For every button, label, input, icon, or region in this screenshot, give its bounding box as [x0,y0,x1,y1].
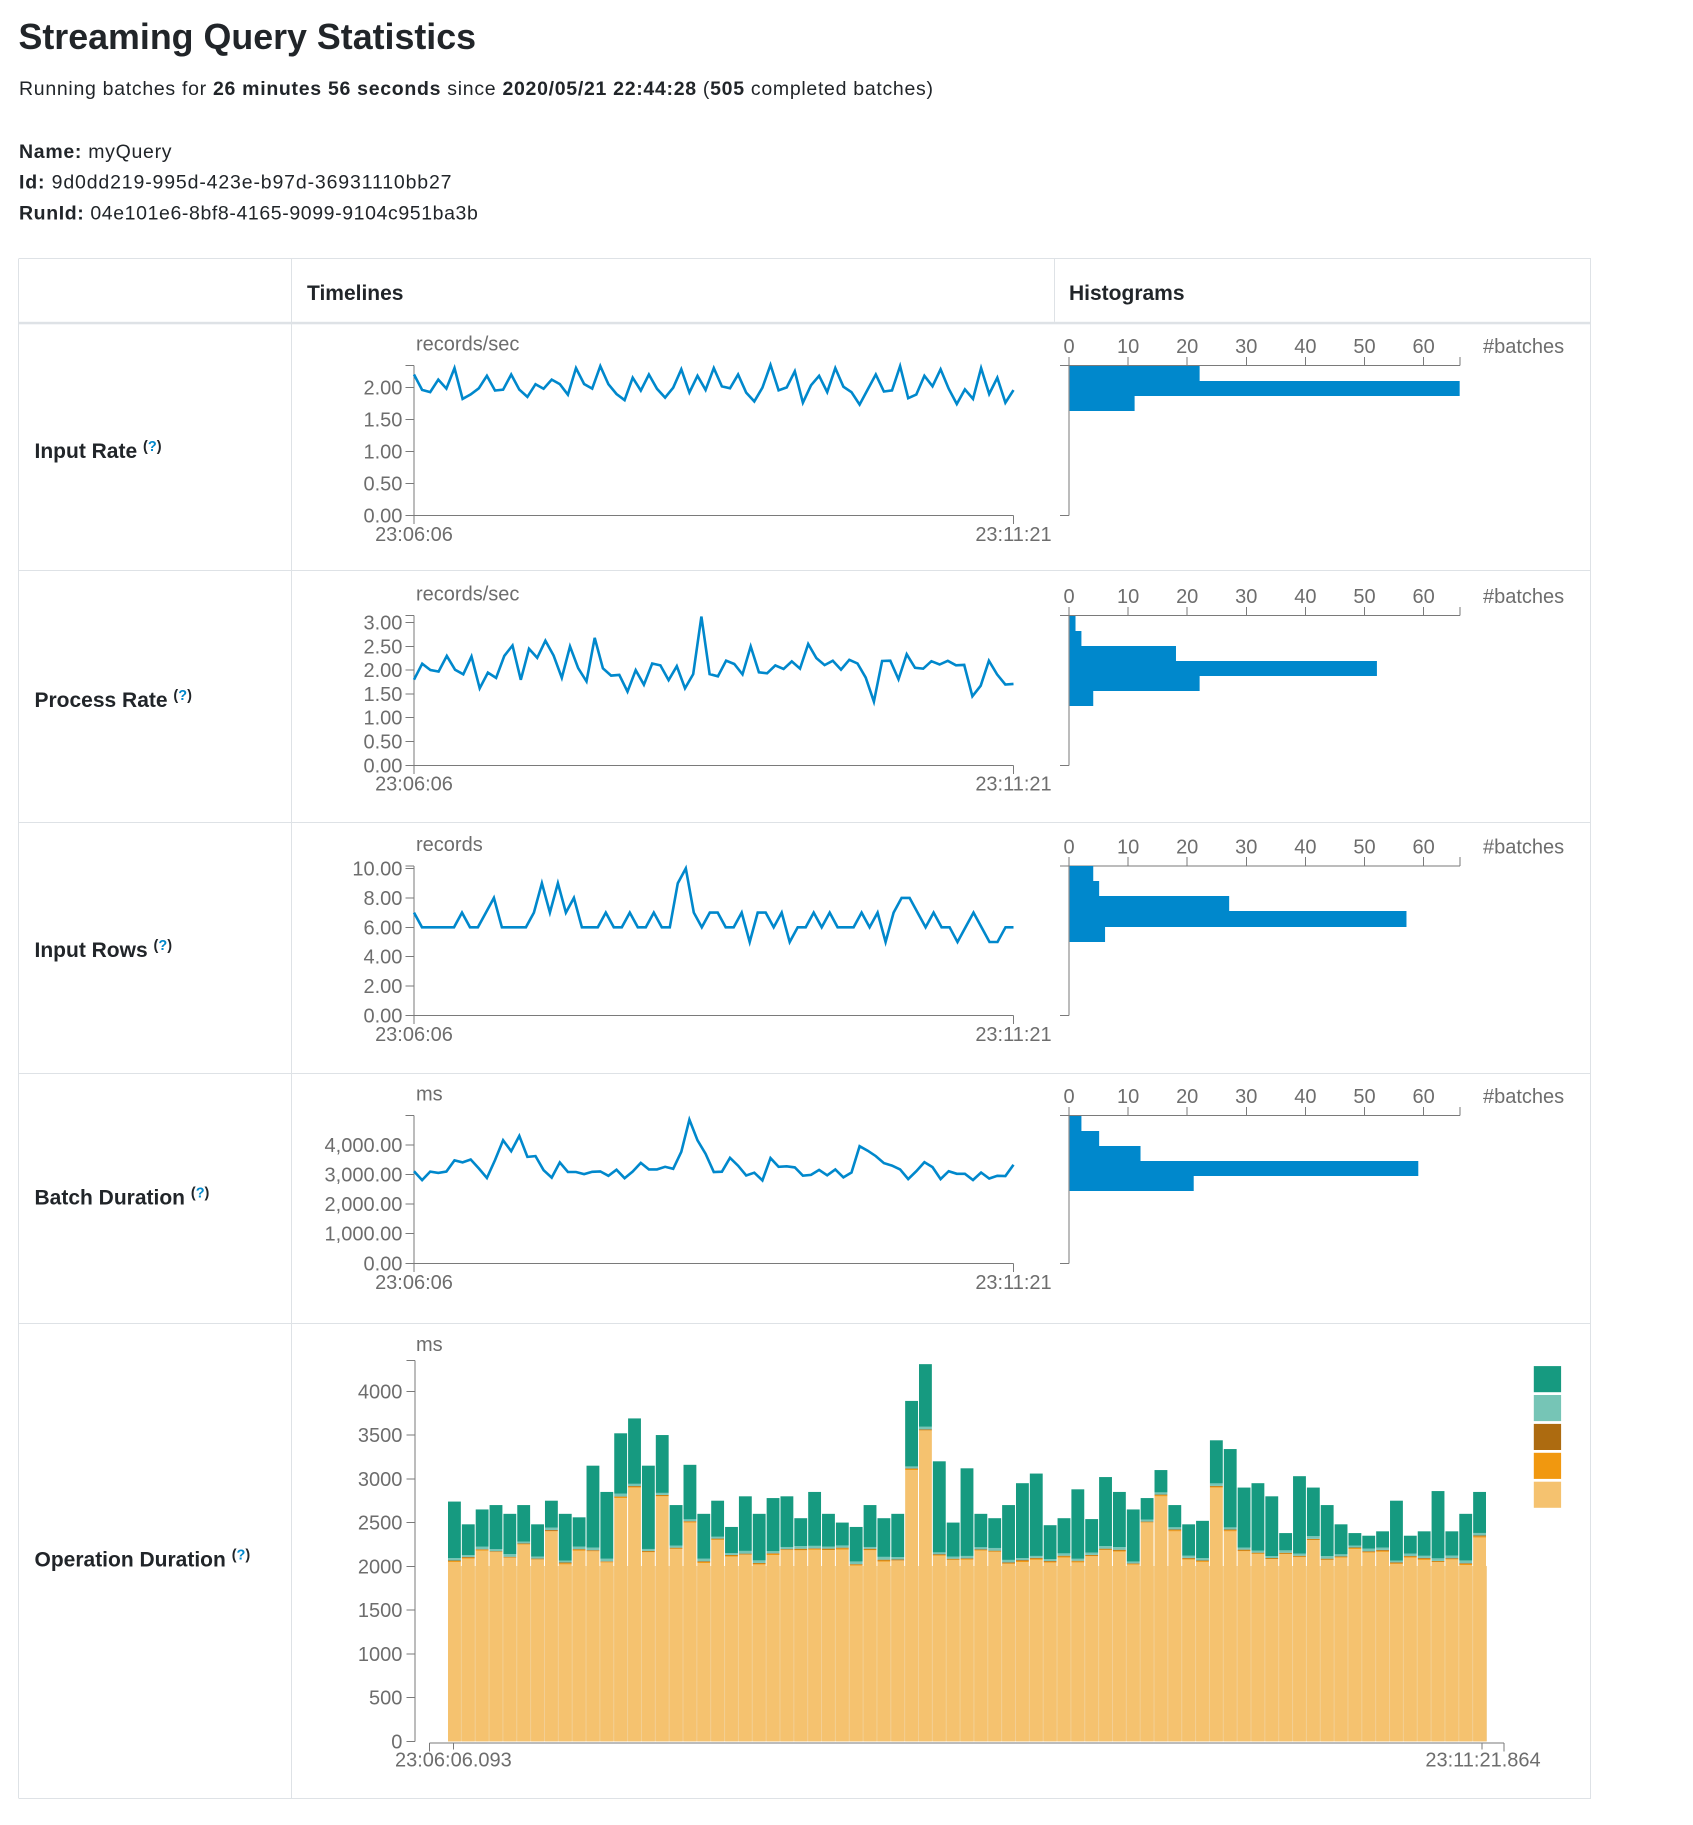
svg-text:Process Rate (?): Process Rate (?) [35,688,193,712]
svg-text:23:06:06.093: 23:06:06.093 [395,1749,512,1771]
svg-text:20: 20 [1176,836,1198,858]
svg-text:1500: 1500 [358,1600,403,1622]
svg-text:Histograms: Histograms [1069,282,1185,305]
svg-text:30: 30 [1235,1086,1257,1108]
svg-text:3.00: 3.00 [363,613,402,635]
svg-text:#batches: #batches [1483,836,1564,858]
svg-text:6.00: 6.00 [363,917,402,939]
svg-text:20: 20 [1176,1086,1198,1108]
svg-text:40: 40 [1294,1086,1316,1108]
svg-text:40: 40 [1294,336,1316,358]
svg-text:Operation Duration (?): Operation Duration (?) [35,1547,251,1571]
svg-text:8.00: 8.00 [363,888,402,910]
svg-text:Input Rate (?): Input Rate (?) [35,439,162,463]
svg-text:3500: 3500 [358,1425,403,1447]
svg-text:RunId: 04e101e6-8bf8-4165-9099: RunId: 04e101e6-8bf8-4165-9099-9104c951b… [19,203,478,225]
svg-text:#batches: #batches [1483,1086,1564,1108]
svg-text:10.00: 10.00 [352,858,402,880]
svg-text:60: 60 [1412,586,1434,608]
svg-text:23:11:21: 23:11:21 [975,1272,1051,1294]
svg-text:Input Rows (?): Input Rows (?) [35,938,173,962]
svg-text:30: 30 [1235,836,1257,858]
svg-text:2,000.00: 2,000.00 [325,1194,403,1216]
svg-text:20: 20 [1176,586,1198,608]
svg-text:3,000.00: 3,000.00 [325,1164,403,1186]
svg-text:1000: 1000 [358,1644,403,1666]
svg-text:ms: ms [416,1334,443,1356]
svg-text:records: records [416,834,483,856]
svg-text:0.50: 0.50 [363,732,402,754]
svg-text:records/sec: records/sec [416,334,519,356]
svg-text:500: 500 [369,1688,402,1710]
svg-text:0: 0 [1063,586,1074,608]
svg-text:50: 50 [1353,1086,1375,1108]
svg-text:23:06:06: 23:06:06 [375,774,453,796]
svg-text:Batch Duration (?): Batch Duration (?) [35,1186,210,1210]
svg-text:23:11:21.864: 23:11:21.864 [1425,1749,1540,1771]
svg-text:20: 20 [1176,336,1198,358]
svg-text:23:11:21: 23:11:21 [975,774,1051,796]
svg-text:23:06:06: 23:06:06 [375,1272,453,1294]
svg-text:ms: ms [416,1083,443,1105]
svg-text:Streaming Query Statistics: Streaming Query Statistics [19,17,477,57]
svg-text:10: 10 [1117,336,1139,358]
svg-text:10: 10 [1117,586,1139,608]
svg-text:4.00: 4.00 [363,947,402,969]
svg-text:23:11:21: 23:11:21 [975,524,1051,546]
svg-text:1.00: 1.00 [363,708,402,730]
svg-text:30: 30 [1235,336,1257,358]
svg-text:60: 60 [1412,836,1434,858]
svg-text:1,000.00: 1,000.00 [325,1224,403,1246]
svg-text:2.00: 2.00 [363,377,402,399]
svg-text:1.50: 1.50 [363,409,402,431]
svg-text:4000: 4000 [358,1381,403,1403]
svg-text:23:06:06: 23:06:06 [375,524,453,546]
svg-text:23:11:21: 23:11:21 [975,1024,1051,1046]
svg-text:Running batches for 26 minutes: Running batches for 26 minutes 56 second… [19,78,934,100]
svg-text:Id: 9d0dd219-995d-423e-b97d-36: Id: 9d0dd219-995d-423e-b97d-36931110bb27 [19,172,452,194]
svg-text:0.50: 0.50 [363,474,402,496]
svg-text:50: 50 [1353,586,1375,608]
svg-text:40: 40 [1294,586,1316,608]
svg-text:1.00: 1.00 [363,442,402,464]
svg-text:2.00: 2.00 [363,660,402,682]
svg-text:3000: 3000 [358,1469,403,1491]
svg-text:40: 40 [1294,836,1316,858]
svg-text:30: 30 [1235,586,1257,608]
svg-text:50: 50 [1353,836,1375,858]
svg-text:Name: myQuery: Name: myQuery [19,141,172,163]
svg-text:2000: 2000 [358,1556,403,1578]
svg-text:60: 60 [1412,336,1434,358]
svg-text:2500: 2500 [358,1513,403,1535]
svg-text:10: 10 [1117,1086,1139,1108]
svg-text:0: 0 [1063,336,1074,358]
svg-text:#batches: #batches [1483,336,1564,358]
svg-text:records/sec: records/sec [416,584,519,606]
svg-text:1.50: 1.50 [363,684,402,706]
svg-text:60: 60 [1412,1086,1434,1108]
svg-text:4,000.00: 4,000.00 [325,1135,403,1157]
svg-text:2.00: 2.00 [363,976,402,998]
svg-text:10: 10 [1117,836,1139,858]
svg-text:0: 0 [1063,1086,1074,1108]
svg-text:50: 50 [1353,336,1375,358]
svg-text:23:06:06: 23:06:06 [375,1024,453,1046]
svg-text:#batches: #batches [1483,586,1564,608]
svg-text:2.50: 2.50 [363,636,402,658]
svg-text:Timelines: Timelines [307,282,404,305]
svg-text:0: 0 [1063,836,1074,858]
